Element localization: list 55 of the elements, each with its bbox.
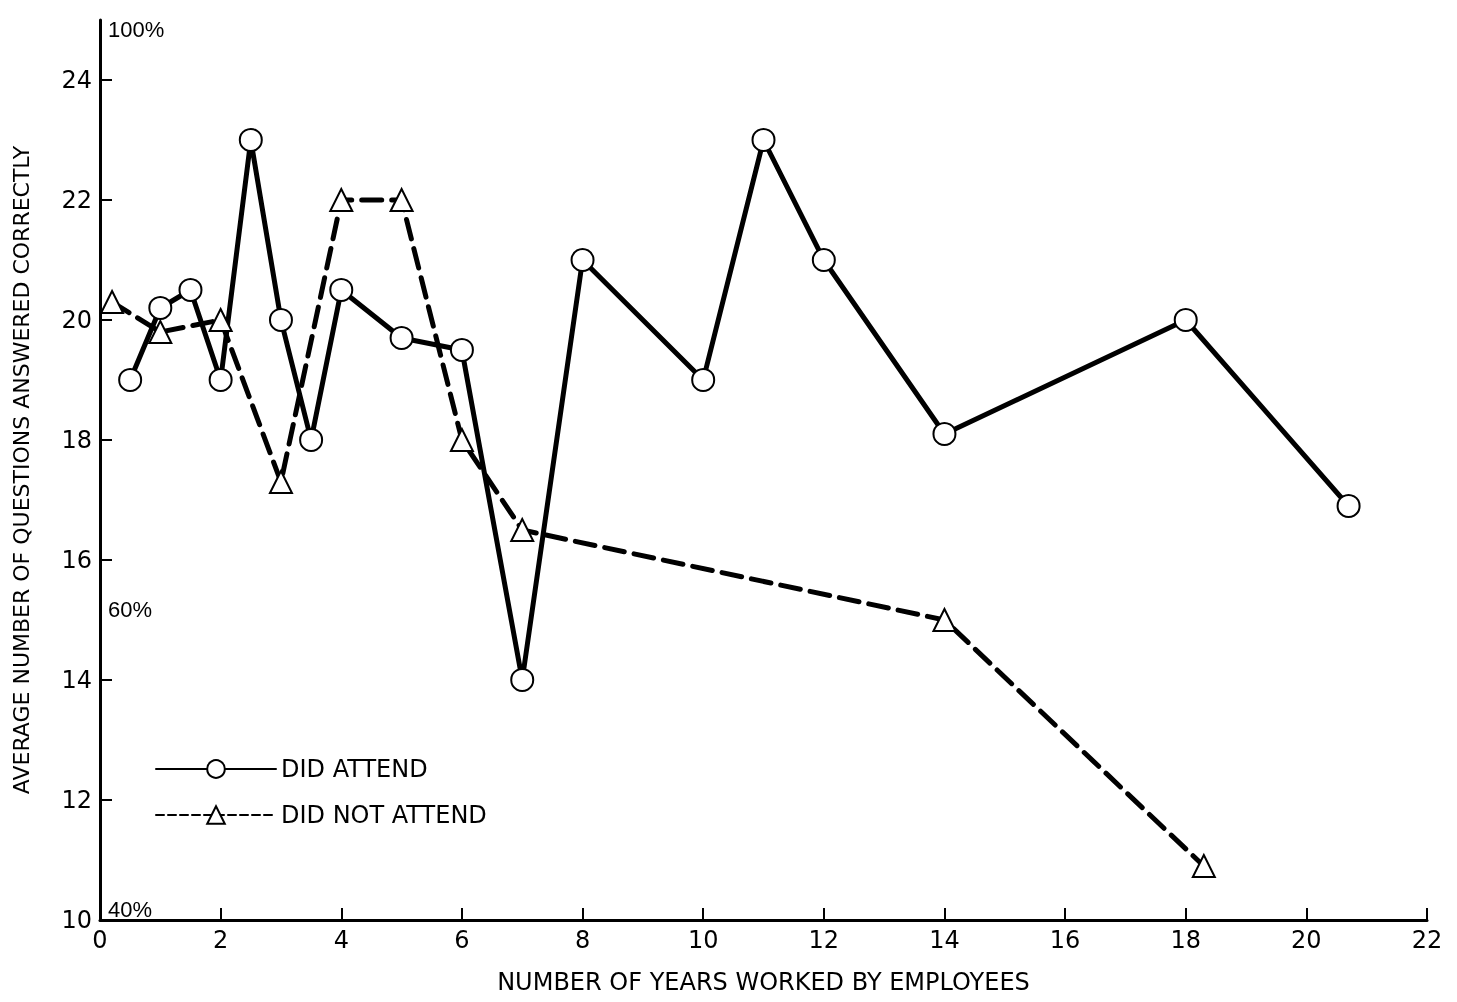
y-tick-label: 10 bbox=[61, 906, 92, 934]
point bbox=[691, 368, 716, 392]
point bbox=[1336, 494, 1361, 518]
x-tick-label: 20 bbox=[1291, 926, 1322, 954]
point bbox=[811, 248, 836, 272]
point bbox=[1191, 854, 1216, 878]
point bbox=[389, 326, 414, 350]
point bbox=[449, 338, 474, 362]
annotation: 60% bbox=[108, 596, 153, 622]
point bbox=[510, 518, 535, 542]
point bbox=[932, 422, 957, 446]
point bbox=[932, 608, 957, 632]
y-axis-title: AVERAGE NUMBER OF QUESTIONS ANSWERED CORRECTLY bbox=[8, 145, 34, 795]
point bbox=[268, 308, 293, 332]
point bbox=[329, 188, 354, 212]
point bbox=[570, 248, 595, 272]
x-tick-label: 18 bbox=[1170, 926, 1201, 954]
point bbox=[118, 368, 143, 392]
point bbox=[208, 308, 233, 332]
y-tick-label: 24 bbox=[61, 66, 92, 94]
x-tick-label: 10 bbox=[687, 926, 719, 954]
x-tick-label: 12 bbox=[808, 926, 840, 954]
x-tick-label: 22 bbox=[1411, 926, 1443, 954]
legend-label: DID NOT ATTEND bbox=[281, 801, 487, 829]
x-tick-label: 4 bbox=[333, 926, 349, 954]
y-tick-label: 12 bbox=[61, 786, 92, 814]
y-tick-label: 20 bbox=[61, 306, 92, 334]
point bbox=[510, 668, 535, 692]
point bbox=[148, 320, 173, 344]
x-tick-label: 2 bbox=[213, 926, 229, 954]
annotation: 100% bbox=[108, 16, 165, 42]
point bbox=[299, 428, 324, 452]
point bbox=[268, 470, 293, 494]
y-tick-label: 14 bbox=[61, 666, 92, 694]
legend-label: DID ATTEND bbox=[281, 755, 428, 783]
x-tick-label: 14 bbox=[929, 926, 960, 954]
point bbox=[389, 188, 414, 212]
point bbox=[100, 290, 125, 314]
x-tick-label: 16 bbox=[1049, 926, 1081, 954]
point bbox=[449, 428, 474, 452]
point bbox=[208, 368, 233, 392]
x-tick-label: 0 bbox=[92, 926, 108, 954]
point bbox=[751, 128, 776, 152]
y-tick-label: 18 bbox=[61, 426, 92, 454]
y-tick-label: 22 bbox=[61, 186, 92, 214]
point bbox=[178, 278, 203, 302]
x-tick-label: 6 bbox=[454, 926, 470, 954]
x-tick-label: 8 bbox=[574, 926, 591, 954]
x-axis-title: NUMBER OF YEARS WORKED BY EMPLOYEES bbox=[497, 968, 1030, 996]
point bbox=[1173, 308, 1198, 332]
point bbox=[238, 128, 263, 152]
annotation: 40% bbox=[108, 896, 153, 922]
y-tick-label: 16 bbox=[61, 546, 92, 574]
point bbox=[329, 278, 354, 302]
point bbox=[148, 296, 173, 320]
